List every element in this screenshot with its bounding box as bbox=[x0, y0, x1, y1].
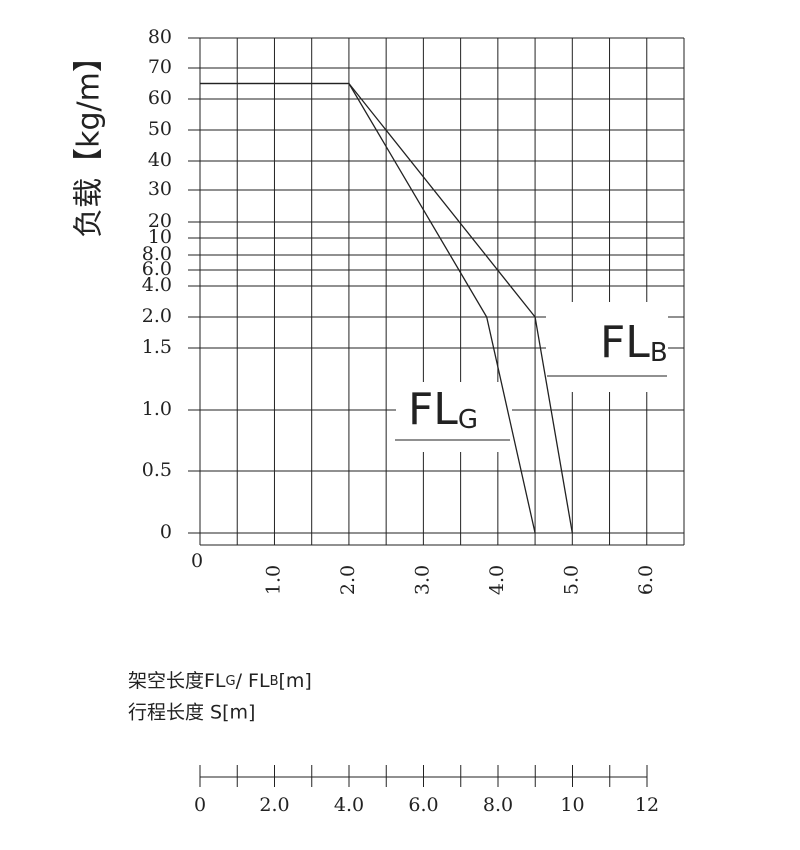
annotation: FLB bbox=[600, 317, 668, 368]
x-axis-label-2: 行程长度 S[m] bbox=[128, 702, 255, 724]
annotation: FLG bbox=[408, 384, 478, 435]
y-tick-label: 1.5 bbox=[142, 336, 172, 358]
x-tick-label: 3.0 bbox=[411, 565, 433, 595]
x-tick-label: 5.0 bbox=[560, 565, 582, 595]
y-tick-label: 60 bbox=[148, 87, 172, 109]
scale-tick-label: 0 bbox=[194, 794, 206, 816]
y-tick-label: 50 bbox=[148, 118, 172, 140]
annotation-sub: B bbox=[650, 338, 668, 368]
series-line bbox=[200, 82, 536, 534]
y-tick-label: 8.0 bbox=[142, 243, 172, 265]
y-tick-label: 2.0 bbox=[142, 305, 172, 327]
x-tick-label: 4.0 bbox=[486, 565, 508, 595]
y-tick-label: 0.5 bbox=[142, 459, 172, 481]
x-axis-label: 架空长度FLG/ FLB[m] bbox=[128, 670, 312, 692]
x-label-part: 架空长度FL bbox=[128, 670, 226, 692]
y-tick-label: 1.0 bbox=[142, 398, 172, 420]
y-tick-label: 10 bbox=[148, 226, 172, 248]
x-tick-label: 1.0 bbox=[262, 565, 284, 595]
y-tick-label: 70 bbox=[148, 56, 172, 78]
y-tick-label: 80 bbox=[148, 26, 172, 48]
scale-tick-label: 4.0 bbox=[334, 794, 364, 816]
y-tick-label: 6.0 bbox=[142, 258, 172, 280]
scale-tick-label: 6.0 bbox=[408, 794, 438, 816]
annotation-sub: G bbox=[458, 405, 478, 435]
scale-tick-label: 12 bbox=[635, 794, 659, 816]
y-axis-label: 负载【kg/m】 bbox=[72, 42, 107, 238]
scale-tick-label: 8.0 bbox=[483, 794, 513, 816]
x-label-part: [m] bbox=[278, 670, 311, 692]
x-tick-label: 0 bbox=[191, 550, 203, 572]
x-label-part: B bbox=[270, 674, 279, 689]
annotation-text: FL bbox=[600, 317, 650, 368]
y-tick-label: 40 bbox=[148, 149, 172, 171]
scale-tick-label: 2.0 bbox=[259, 794, 289, 816]
y-tick-label: 4.0 bbox=[142, 274, 172, 296]
label-box bbox=[546, 302, 668, 392]
x-tick-label: 2.0 bbox=[337, 565, 359, 595]
y-tick-label: 30 bbox=[148, 178, 172, 200]
x-label-part: G bbox=[226, 674, 236, 689]
y-tick-label: 0 bbox=[160, 521, 172, 543]
x-tick-label: 6.0 bbox=[635, 565, 657, 595]
x-label-part: / FL bbox=[236, 670, 270, 692]
y-tick-label: 20 bbox=[148, 210, 172, 232]
scale-tick-label: 10 bbox=[560, 794, 584, 816]
series-line bbox=[200, 82, 573, 534]
annotation-text: FL bbox=[408, 384, 458, 435]
